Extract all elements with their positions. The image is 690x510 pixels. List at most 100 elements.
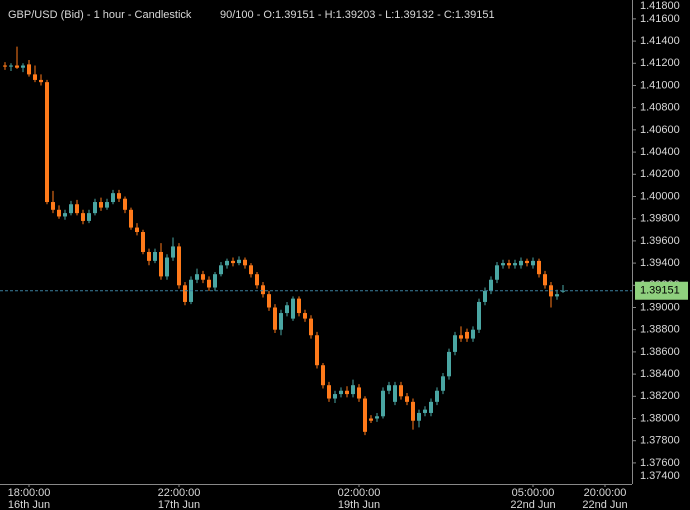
- candle-body: [513, 263, 517, 266]
- y-tick-label: 1.40400: [640, 146, 680, 158]
- candle-body: [207, 279, 211, 288]
- y-tick-label: 1.38000: [640, 412, 680, 424]
- candle-body: [555, 294, 559, 297]
- x-tick-label: 22:00:00 17th Jun: [157, 487, 201, 510]
- candle-body: [243, 259, 247, 266]
- candle-body: [219, 265, 223, 275]
- y-tick-label: 1.39400: [640, 257, 680, 269]
- candle-body: [195, 274, 199, 280]
- candle-body: [429, 401, 433, 413]
- candle-body: [255, 274, 259, 286]
- candle-body: [363, 398, 367, 432]
- candle-body: [369, 418, 373, 421]
- candle-body: [75, 204, 79, 214]
- candle-body: [321, 365, 325, 386]
- x-tick-label: 18:00:00 16th Jun: [7, 487, 51, 510]
- y-tick-label: 1.41600: [640, 13, 680, 25]
- candle-body: [537, 260, 541, 275]
- y-tick-label: 1.39600: [640, 235, 680, 247]
- candle-body: [33, 74, 37, 80]
- candle-body: [519, 260, 523, 266]
- last-price-label: 1.39151: [640, 285, 680, 297]
- candle-body: [3, 65, 7, 67]
- candle-body: [375, 416, 379, 419]
- candle-body: [417, 412, 421, 421]
- candle-body: [117, 193, 121, 199]
- candle-body: [531, 260, 535, 266]
- candle-body: [39, 79, 43, 83]
- candle-body: [231, 260, 235, 264]
- candle-body: [21, 65, 25, 68]
- candle-body: [333, 394, 337, 399]
- candle-body: [465, 331, 469, 339]
- candle-body: [315, 335, 319, 366]
- candle-body: [441, 376, 445, 391]
- candle-body: [477, 301, 481, 330]
- candle-body: [213, 274, 217, 288]
- last-price-tag: [635, 281, 688, 300]
- candle-body: [87, 213, 91, 221]
- y-tick-label: 1.37600: [640, 457, 680, 469]
- candle-body: [291, 298, 295, 319]
- candle-body: [471, 329, 475, 339]
- candle-body: [63, 213, 67, 217]
- y-tick-label: 1.38400: [640, 368, 680, 380]
- candle-body: [399, 385, 403, 397]
- candle-body: [489, 279, 493, 291]
- candle-body: [327, 385, 331, 399]
- candle-body: [45, 82, 49, 203]
- candle-body: [495, 265, 499, 280]
- y-tick-label: 1.40600: [640, 124, 680, 136]
- x-tick-label: 05:00:00 22nd Jun: [510, 487, 556, 510]
- candle-body: [525, 260, 529, 264]
- chart-title: GBP/USD (Bid) - 1 hour - Candlestick: [8, 9, 192, 21]
- candle-body: [237, 259, 241, 264]
- x-tick-label: 20:00:00 22nd Jun: [582, 487, 628, 510]
- candle-body: [411, 401, 415, 421]
- candle-body: [123, 198, 127, 210]
- candle-body: [285, 305, 289, 314]
- candle-body: [345, 390, 349, 395]
- y-tick-label: 1.38200: [640, 390, 680, 402]
- candle-body: [81, 213, 85, 221]
- y-tick-label: 1.38800: [640, 324, 680, 336]
- candle-body: [201, 274, 205, 280]
- candle-body: [159, 251, 163, 277]
- candle-body: [9, 65, 13, 67]
- candle-body: [15, 65, 19, 68]
- candle-body: [249, 265, 253, 275]
- candle-body: [501, 263, 505, 266]
- y-tick-label: 1.37400: [640, 470, 680, 482]
- y-tick-label: 1.37800: [640, 435, 680, 447]
- candle-body: [297, 298, 301, 314]
- candle-body: [57, 209, 61, 217]
- candle-body: [435, 390, 439, 402]
- candle-body: [387, 385, 391, 391]
- y-tick-label: 1.41400: [640, 35, 680, 47]
- x-tick-label: 02:00:00 19th Jun: [337, 487, 381, 510]
- candle-body: [357, 387, 361, 399]
- candle-body: [309, 318, 313, 336]
- candle-body: [423, 409, 427, 413]
- candle-body: [453, 335, 457, 352]
- candle-body: [225, 260, 229, 266]
- candle-body: [393, 385, 397, 402]
- candle-body: [153, 251, 157, 261]
- candle-body: [351, 385, 355, 395]
- candle-body: [105, 202, 109, 208]
- candle-body: [135, 227, 139, 233]
- candle-body: [183, 285, 187, 302]
- y-tick-label: 1.41800: [640, 0, 680, 12]
- candle-body: [405, 396, 409, 402]
- candle-body: [171, 246, 175, 258]
- y-tick-label: 1.40800: [640, 102, 680, 114]
- y-tick-label: 1.38600: [640, 346, 680, 358]
- y-tick-label: 1.39000: [640, 301, 680, 313]
- y-tick-label: 1.41000: [640, 79, 680, 91]
- candle-body: [483, 290, 487, 302]
- candle-body: [507, 263, 511, 266]
- candle-body: [543, 274, 547, 286]
- ohlc-status: 90/100 - O:1.39151 - H:1.39203 - L:1.391…: [220, 9, 495, 21]
